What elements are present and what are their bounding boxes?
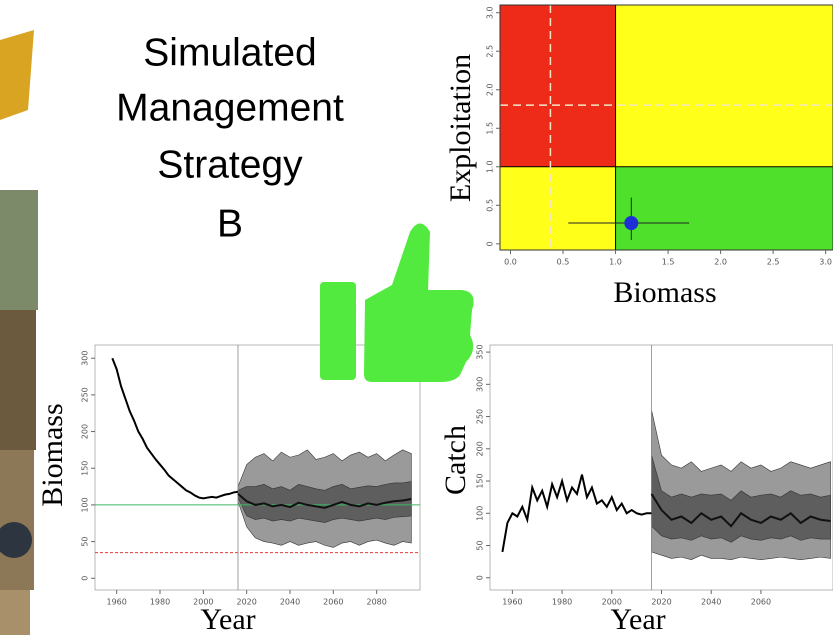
x-axis-label: Year: [200, 603, 255, 635]
y-tick-label: 3.0: [486, 6, 495, 19]
zone: [616, 5, 833, 167]
x-tick-label: 2.0: [714, 258, 727, 267]
x-tick-label: 1980: [150, 598, 170, 607]
y-axis-label: Biomass: [36, 403, 69, 506]
x-tick-label: 0.5: [557, 258, 570, 267]
y-tick-label: 150: [476, 473, 485, 488]
title-line: Simulated: [143, 31, 316, 74]
x-tick-label: 2.5: [767, 258, 780, 267]
x-tick-label: 2060: [323, 598, 343, 607]
y-tick-label: 200: [476, 441, 485, 456]
y-axis-label: Catch: [439, 425, 472, 495]
x-tick-label: 2060: [751, 598, 771, 607]
y-tick-label: 1.5: [486, 122, 495, 135]
y-tick-label: 0: [81, 576, 90, 581]
x-tick-label: 1980: [552, 598, 572, 607]
y-tick-label: 0.5: [486, 199, 495, 212]
y-tick-label: 300: [81, 351, 90, 366]
y-tick-label: 2.0: [486, 83, 495, 96]
y-tick-label: 50: [476, 540, 485, 550]
point: [624, 216, 638, 230]
y-tick-label: 300: [476, 377, 485, 392]
y-axis-label: Exploitation: [444, 54, 477, 202]
x-tick-label: 2040: [701, 598, 721, 607]
x-tick-label: 3.0: [819, 258, 832, 267]
y-tick-label: 250: [476, 409, 485, 424]
x-tick-label: 2080: [366, 598, 386, 607]
x-tick-label: 0.0: [504, 258, 517, 267]
y-tick-label: 0: [486, 241, 495, 246]
zone: [500, 5, 616, 167]
x-axis-label: Biomass: [613, 276, 716, 309]
zone: [616, 167, 833, 250]
title-line: B: [217, 202, 243, 245]
title-line: Management: [116, 86, 344, 129]
y-tick-label: 2.5: [486, 45, 495, 58]
y-tick-label: 150: [81, 461, 90, 476]
x-axis-label: Year: [610, 603, 665, 635]
y-tick-label: 350: [476, 344, 485, 359]
x-tick-label: 1.5: [662, 258, 675, 267]
y-tick-label: 1.0: [486, 160, 495, 173]
x-tick-label: 1.0: [609, 258, 622, 267]
zone: [500, 167, 616, 250]
y-tick-label: 200: [81, 424, 90, 439]
y-tick-label: 100: [476, 506, 485, 521]
slide: Simulated Management Strategy B 0.0 0.5 1.…: [0, 0, 833, 635]
title-line: Strategy: [157, 143, 303, 186]
y-tick-label: 0: [476, 575, 485, 580]
x-tick-label: 1960: [502, 598, 522, 607]
y-tick-label: 100: [81, 497, 90, 512]
y-tick-label: 250: [81, 387, 90, 402]
thumbs-up-icon: [320, 224, 474, 383]
x-tick-label: 2040: [280, 598, 300, 607]
x-tick-label: 1960: [106, 598, 126, 607]
photo-strip: [0, 0, 40, 635]
y-tick-label: 50: [81, 536, 90, 546]
